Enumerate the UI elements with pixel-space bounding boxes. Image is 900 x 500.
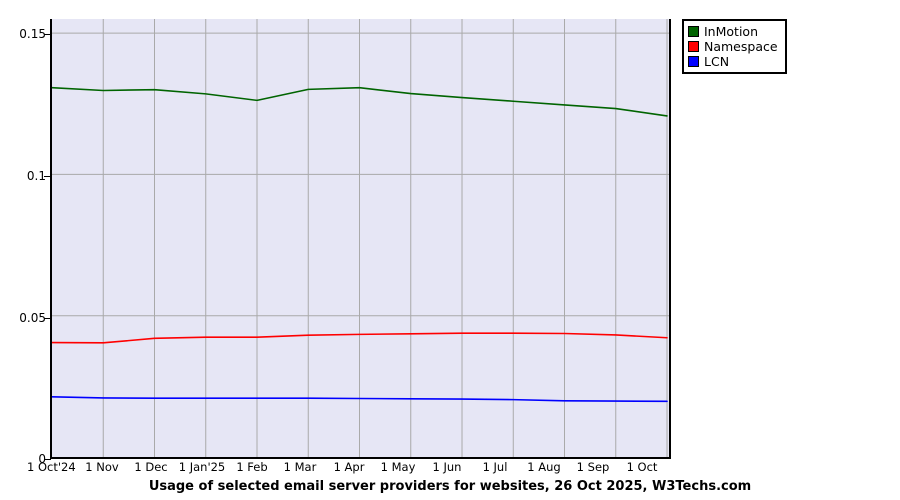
gridlines-horizontal	[52, 32, 669, 317]
y-tick-label: 0.1	[26, 169, 46, 183]
x-tick-label: 1 Feb	[236, 460, 268, 474]
y-tick-label: 0	[38, 452, 46, 466]
plot-svg	[52, 19, 669, 457]
legend-label: InMotion	[704, 24, 758, 39]
chart-caption: Usage of selected email server providers…	[148, 479, 752, 494]
plot-area	[50, 19, 671, 459]
y-tick-label: 0.15	[19, 27, 46, 41]
x-tick-label: 1 May	[380, 460, 416, 474]
y-axis: 0.15 0.1 0.05 0	[0, 0, 51, 500]
x-tick-label: 1 Apr	[333, 460, 365, 474]
x-tick-label: 1 Mar	[283, 460, 317, 474]
y-tick-mark	[44, 459, 51, 460]
y-tick-mark	[44, 318, 51, 319]
series-line-inmotion	[52, 86, 668, 117]
x-tick-label: 1 Sep	[576, 460, 610, 474]
legend-item-namespace: Namespace	[688, 39, 778, 54]
x-tick-label: 1 Jul	[482, 460, 508, 474]
legend: InMotion Namespace LCN	[682, 19, 787, 74]
y-tick-mark	[44, 34, 51, 35]
legend-swatch-icon	[688, 41, 699, 52]
legend-item-lcn: LCN	[688, 54, 778, 69]
x-tick-label: 1 Oct'24	[27, 460, 76, 474]
series-line-namespace	[52, 332, 668, 344]
series-lines	[52, 86, 668, 403]
x-tick-label: 1 Dec	[134, 460, 168, 474]
legend-swatch-icon	[688, 56, 699, 67]
legend-label: LCN	[704, 54, 730, 69]
x-tick-label: 1 Oct	[626, 460, 658, 474]
gridlines-vertical	[102, 19, 668, 457]
legend-label: Namespace	[704, 39, 778, 54]
x-tick-label: 1 Jan'25	[178, 460, 226, 474]
series-line-lcn	[52, 396, 668, 403]
y-tick-label: 0.05	[19, 311, 46, 325]
legend-swatch-icon	[688, 26, 699, 37]
x-tick-label: 1 Aug	[527, 460, 561, 474]
x-axis: 1 Oct'24 1 Nov 1 Dec 1 Jan'25 1 Feb 1 Ma…	[0, 461, 900, 477]
x-tick-label: 1 Nov	[85, 460, 119, 474]
x-tick-label: 1 Jun	[432, 460, 462, 474]
y-tick-mark	[44, 176, 51, 177]
legend-item-inmotion: InMotion	[688, 24, 778, 39]
